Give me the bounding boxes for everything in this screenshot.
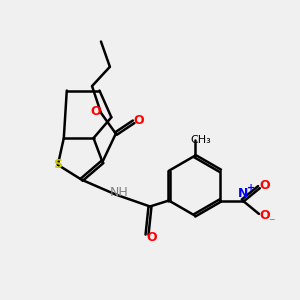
Text: O: O	[259, 179, 270, 192]
Text: O: O	[90, 105, 101, 118]
Text: O: O	[134, 114, 144, 127]
Text: O: O	[259, 209, 270, 222]
Text: CH₃: CH₃	[191, 135, 212, 145]
Text: O: O	[146, 231, 157, 244]
Text: NH: NH	[110, 186, 128, 199]
Text: N: N	[237, 188, 248, 200]
Text: +: +	[247, 183, 255, 193]
Text: S: S	[53, 158, 62, 171]
Text: ⁻: ⁻	[268, 216, 275, 229]
